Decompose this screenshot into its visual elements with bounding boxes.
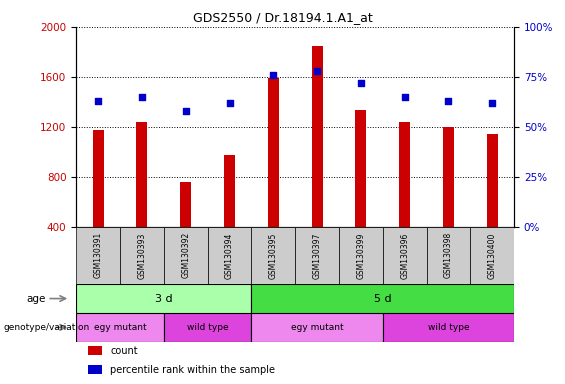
Point — [357, 80, 366, 86]
Bar — [93, 131, 103, 227]
Text: wild type: wild type — [428, 323, 470, 332]
Text: GSM130400: GSM130400 — [488, 232, 497, 278]
Text: percentile rank within the sample: percentile rank within the sample — [110, 365, 275, 375]
Bar — [251, 227, 295, 284]
Bar — [76, 227, 120, 284]
Bar — [383, 227, 427, 284]
Bar — [208, 227, 251, 284]
Bar — [224, 155, 235, 227]
Bar — [137, 122, 147, 227]
Point — [400, 94, 409, 100]
Text: GSM130398: GSM130398 — [444, 232, 453, 278]
Bar — [76, 284, 251, 313]
Point — [444, 98, 453, 104]
Bar — [164, 227, 208, 284]
Bar — [251, 284, 514, 313]
Bar — [312, 46, 323, 227]
Text: count: count — [110, 346, 138, 356]
Bar — [88, 346, 102, 355]
Text: GSM130394: GSM130394 — [225, 232, 234, 278]
Bar — [120, 227, 164, 284]
Bar — [383, 313, 514, 342]
Text: egy mutant: egy mutant — [291, 323, 344, 332]
Text: 5 d: 5 d — [374, 293, 392, 304]
Text: genotype/variation: genotype/variation — [3, 323, 89, 332]
Text: GSM130393: GSM130393 — [137, 232, 146, 278]
Text: 3 d: 3 d — [155, 293, 173, 304]
Text: GSM130391: GSM130391 — [94, 232, 103, 278]
Text: GSM130399: GSM130399 — [357, 232, 366, 278]
Text: GSM130395: GSM130395 — [269, 232, 278, 278]
Point — [94, 98, 103, 104]
Text: GSM130392: GSM130392 — [181, 232, 190, 278]
Bar — [180, 182, 191, 227]
Text: GSM130397: GSM130397 — [312, 232, 321, 278]
Text: age: age — [27, 293, 46, 304]
Text: GSM130396: GSM130396 — [400, 232, 409, 278]
Point — [488, 100, 497, 106]
Bar — [268, 78, 279, 227]
Bar — [164, 313, 251, 342]
Point — [181, 108, 190, 114]
Bar — [487, 134, 498, 227]
Bar — [443, 127, 454, 227]
Point — [225, 100, 234, 106]
Bar — [251, 313, 383, 342]
Point — [137, 94, 146, 100]
Point — [312, 68, 321, 74]
Bar — [88, 365, 102, 374]
Text: egy mutant: egy mutant — [94, 323, 146, 332]
Bar — [355, 111, 366, 227]
Text: wild type: wild type — [187, 323, 228, 332]
Bar — [76, 313, 164, 342]
Bar — [399, 122, 410, 227]
Text: GDS2550 / Dr.18194.1.A1_at: GDS2550 / Dr.18194.1.A1_at — [193, 12, 372, 25]
Bar — [470, 227, 514, 284]
Bar — [427, 227, 470, 284]
Point — [269, 72, 278, 78]
Bar — [339, 227, 383, 284]
Bar — [295, 227, 339, 284]
